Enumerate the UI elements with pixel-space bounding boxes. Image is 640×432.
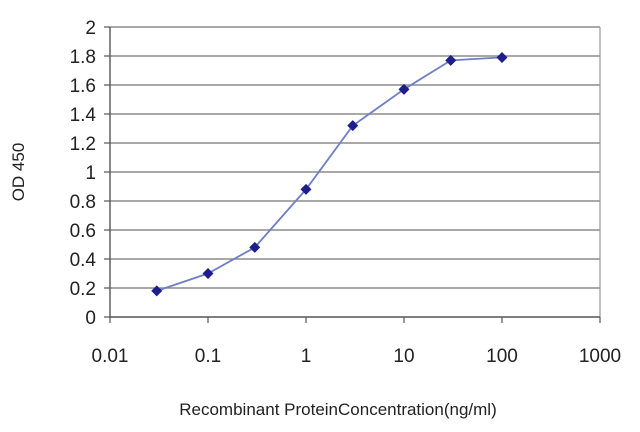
y-tick-label: 1.8 [70,47,96,68]
x-axis-label: Recombinant ProteinConcentration(ng/ml) [179,400,497,419]
data-point [496,51,508,63]
x-axis: 0.01 0.1 1 10 100 1000 [92,317,621,367]
y-tick-label: 0 [85,308,96,329]
y-axis-label: OD 450 [9,143,28,202]
data-point [151,285,163,297]
x-tick-label: 0.1 [195,346,221,367]
y-tick-label: 1.4 [70,105,97,126]
x-tick-label: 100 [486,346,518,367]
y-tick-label: 0.6 [70,221,96,242]
y-tick-label: 1 [85,163,96,184]
grid [110,26,600,289]
data-point [347,120,359,132]
data-point [445,54,457,66]
series-line [156,56,503,292]
data-point [398,83,410,95]
y-axis: 0 0.2 0.4 0.6 0.8 1 1.2 1.4 1.6 1.8 2 [70,18,110,329]
x-tick-label: 1000 [579,346,621,367]
data-point [300,183,312,195]
data-point [202,268,214,279]
y-tick-label: 1.2 [70,134,96,155]
x-tick-label: 1 [301,346,312,367]
y-tick-label: 0.4 [70,250,97,271]
x-tick-label: 10 [393,346,414,367]
y-tick-label: 1.6 [70,76,96,97]
series [151,51,508,297]
data-point [249,241,261,253]
y-tick-label: 0.2 [70,279,96,300]
x-tick-label: 0.01 [92,346,129,367]
y-tick-label: 0.8 [70,192,96,213]
y-tick-label: 2 [85,18,96,39]
